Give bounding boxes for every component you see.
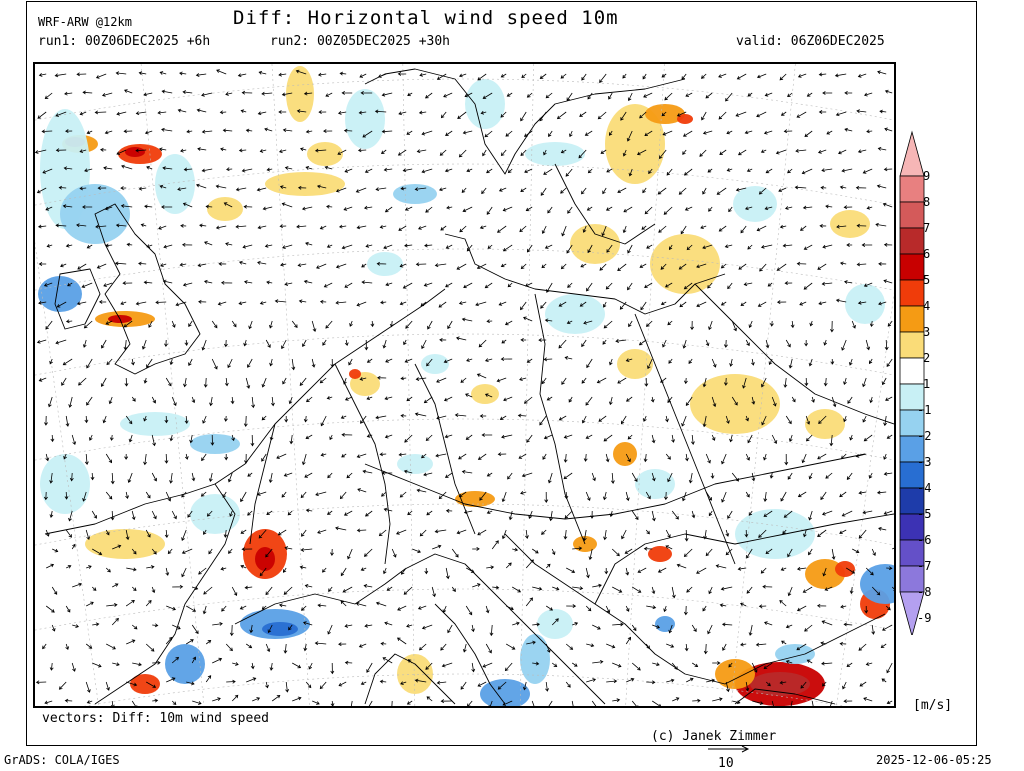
legend-swatch--9: [899, 591, 925, 635]
legend-label-minus-9: -9: [917, 611, 932, 625]
model-label: WRF-ARW @12km: [38, 15, 132, 29]
legend-label-9: 9: [923, 169, 931, 183]
graticule: [35, 64, 894, 706]
run2-label: run2: 00Z05DEC2025 +30h: [270, 34, 451, 49]
legend-swatch-7: [899, 201, 925, 229]
color-legend: [899, 130, 925, 635]
legend-label-minus-1: -1: [917, 403, 932, 417]
legend-swatch--8: [899, 565, 925, 593]
legend-label-5: 5: [923, 273, 931, 287]
legend-swatch--4: [899, 461, 925, 489]
legend-label-minus-4: -4: [917, 481, 932, 495]
map-panel: [33, 62, 896, 708]
reference-vector-arrow: [708, 745, 750, 753]
legend-label-4: 4: [923, 299, 931, 313]
legend-label-7: 7: [923, 221, 931, 235]
legend-label-6: 6: [923, 247, 931, 261]
legend-label-1: 1: [923, 377, 931, 391]
legend-label-minus-2: -2: [917, 429, 932, 443]
legend-unit: [m/s]: [913, 698, 953, 713]
legend-label-minus-3: -3: [917, 455, 932, 469]
legend-swatch-6: [899, 227, 925, 255]
legend-label-2: 2: [923, 351, 931, 365]
legend-label-8: 8: [923, 195, 931, 209]
legend-swatch-9: [899, 130, 925, 177]
coastlines-borders: [44, 68, 894, 705]
run1-label: run1: 00Z06DEC2025 +6h: [38, 34, 211, 49]
figure-frame: [26, 1, 977, 746]
legend-swatch-4: [899, 279, 925, 307]
valid-time-label: valid: 06Z06DEC2025: [736, 34, 885, 49]
legend-swatch-3: [899, 305, 925, 333]
legend-swatch-8: [899, 175, 925, 203]
timestamp-label: 2025-12-06-05:25: [876, 753, 992, 767]
credit-label: (c) Janek Zimmer: [651, 729, 777, 744]
reference-vector-label: 10: [718, 756, 734, 771]
legend-label-minus-5: -5: [917, 507, 932, 521]
map-title: Diff: Horizontal wind speed 10m: [233, 7, 619, 29]
wind-vectors: [35, 69, 894, 706]
grads-label: GrADS: COLA/IGES: [4, 753, 120, 767]
legend-label-minus-6: -6: [917, 533, 932, 547]
vectors-caption: vectors: Diff: 10m wind speed: [42, 711, 269, 726]
legend-swatch--5: [899, 487, 925, 515]
legend-swatch-2: [899, 331, 925, 359]
legend-label-minus-8: -8: [917, 585, 932, 599]
legend-swatch--7: [899, 539, 925, 567]
map-canvas: [35, 64, 894, 706]
legend-swatch-1: [899, 357, 925, 385]
anomaly-field: [38, 66, 894, 706]
legend-label-3: 3: [923, 325, 931, 339]
legend-swatch-5: [899, 253, 925, 281]
legend-label-minus-7: -7: [917, 559, 932, 573]
legend-swatch--6: [899, 513, 925, 541]
